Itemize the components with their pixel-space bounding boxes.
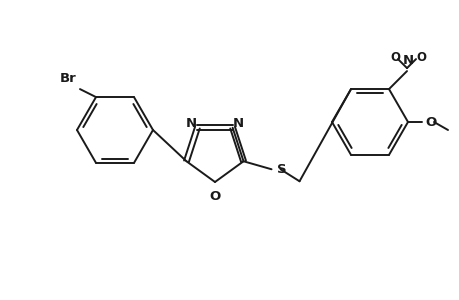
Text: Br: Br bbox=[60, 72, 77, 85]
Text: O: O bbox=[209, 190, 220, 203]
Text: N: N bbox=[185, 117, 196, 130]
Text: O: O bbox=[389, 51, 399, 64]
Text: O: O bbox=[424, 116, 435, 128]
Text: S: S bbox=[276, 163, 285, 176]
Text: N: N bbox=[233, 117, 244, 130]
Text: O: O bbox=[415, 51, 425, 64]
Text: N: N bbox=[402, 54, 413, 67]
